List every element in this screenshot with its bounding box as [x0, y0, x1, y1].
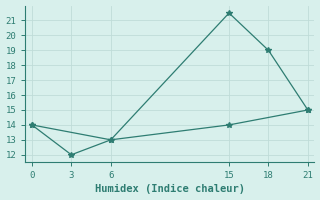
X-axis label: Humidex (Indice chaleur): Humidex (Indice chaleur): [95, 184, 245, 194]
